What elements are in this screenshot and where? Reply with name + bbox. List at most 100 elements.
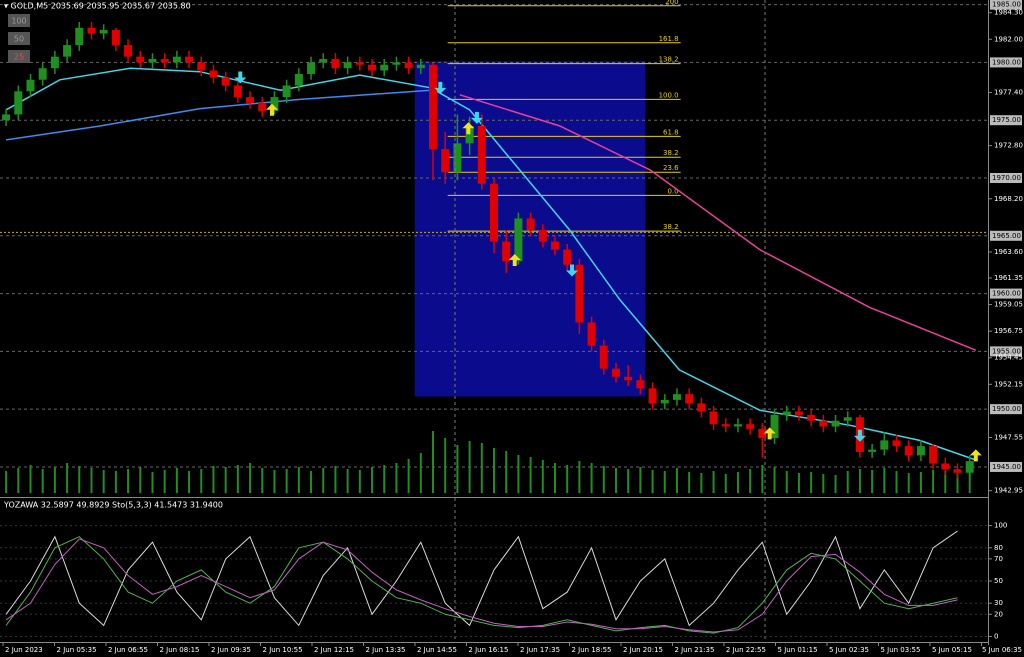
y-tick-label: 1984.30 bbox=[994, 9, 1023, 17]
volume-bar bbox=[90, 468, 93, 493]
volume-bar bbox=[66, 463, 69, 493]
volume-bar bbox=[968, 467, 971, 493]
price-panel: 200 161.8 138.2 100.0 61.8 38.2 23.6 0.0 38.2 bbox=[0, 0, 988, 493]
volume-bar bbox=[810, 472, 813, 493]
candle-body bbox=[477, 125, 486, 184]
volume-bar bbox=[127, 469, 130, 493]
x-tick-label: 2 Jun 10:55 bbox=[263, 646, 303, 654]
y-tick-label: 1956.75 bbox=[994, 327, 1023, 335]
candle-body bbox=[404, 62, 413, 69]
level-label: 1985.00 bbox=[992, 1, 1021, 9]
zoom-button[interactable] bbox=[8, 50, 30, 63]
candle-body bbox=[148, 58, 157, 63]
y-tick-label: 1972.80 bbox=[994, 142, 1023, 150]
candle-body bbox=[368, 64, 377, 71]
candle-body bbox=[319, 58, 328, 63]
fib-label: 100.0 bbox=[659, 91, 679, 99]
volume-bar bbox=[322, 468, 325, 493]
volume-bar bbox=[444, 438, 447, 493]
fib-label: 38.2 bbox=[663, 149, 679, 157]
x-tick-label: 2 Jun 12:15 bbox=[314, 646, 354, 654]
volume-bar bbox=[224, 467, 227, 493]
level-label: 1955.00 bbox=[992, 347, 1021, 355]
candle-body bbox=[563, 249, 572, 265]
candle-body bbox=[343, 62, 352, 69]
x-tick-label: 5 Jun 02:35 bbox=[829, 646, 869, 654]
volume-bar bbox=[188, 471, 191, 493]
volume-bar bbox=[919, 472, 922, 493]
volume-bar bbox=[578, 461, 581, 493]
candle-body bbox=[758, 428, 767, 439]
candle-body bbox=[831, 420, 840, 427]
zoom-button-label[interactable]: 100 bbox=[11, 17, 26, 26]
candle-body bbox=[2, 114, 11, 121]
x-tick-label: 2 Jun 06:55 bbox=[108, 646, 148, 654]
candle-body bbox=[868, 449, 877, 452]
signal-arrow bbox=[462, 122, 475, 135]
volume-bar bbox=[78, 466, 81, 493]
y-tick-label: 1968.20 bbox=[994, 195, 1023, 203]
level-label: 1975.00 bbox=[992, 116, 1021, 124]
candle-body bbox=[490, 183, 498, 242]
candle-body bbox=[502, 241, 511, 262]
volume-bar bbox=[285, 469, 288, 493]
volume-bar bbox=[663, 471, 666, 493]
fib-label: 138.2 bbox=[659, 56, 679, 64]
candle-body bbox=[172, 56, 181, 63]
y-tick-label: 1942.95 bbox=[994, 487, 1023, 495]
x-tick-label: 2 Jun 14:55 bbox=[417, 646, 457, 654]
volume-bar bbox=[736, 472, 739, 493]
candle-body bbox=[209, 70, 218, 78]
level-box bbox=[990, 0, 1022, 10]
zoom-button-label[interactable]: 25 bbox=[14, 53, 24, 62]
candle-body bbox=[26, 79, 35, 92]
level-box bbox=[990, 57, 1022, 68]
candle-body bbox=[636, 380, 645, 389]
y-tick-label: 80 bbox=[994, 544, 1003, 552]
volume-bar bbox=[456, 445, 459, 493]
volume-bar bbox=[907, 473, 910, 493]
candle-body bbox=[50, 56, 59, 69]
y-tick-label: 1947.55 bbox=[994, 433, 1023, 441]
volume-bar bbox=[785, 471, 788, 493]
volume-bar bbox=[651, 470, 654, 493]
signal-arrow bbox=[763, 427, 776, 440]
volume-bar bbox=[53, 467, 56, 493]
zoom-button[interactable] bbox=[8, 14, 30, 27]
candle-body bbox=[282, 85, 291, 98]
candle-body bbox=[672, 394, 681, 400]
level-label: 1970.00 bbox=[992, 174, 1021, 182]
candle-body bbox=[453, 143, 462, 173]
signal-arrow bbox=[969, 449, 982, 462]
fib-label: 0.0 bbox=[667, 187, 678, 195]
volume-bar bbox=[834, 475, 837, 493]
candle-body bbox=[575, 264, 584, 323]
candle-body bbox=[111, 30, 120, 46]
candle-body bbox=[904, 446, 913, 456]
candle-body bbox=[136, 56, 145, 63]
candle-body bbox=[770, 414, 779, 439]
candle-body bbox=[599, 345, 608, 369]
signal-arrow bbox=[853, 429, 866, 442]
candle-body bbox=[233, 85, 242, 98]
volume-bar bbox=[505, 451, 508, 493]
volume-bar bbox=[236, 465, 239, 493]
volume-bar bbox=[175, 468, 178, 493]
zoom-button[interactable] bbox=[8, 32, 30, 45]
candle-body bbox=[221, 77, 230, 86]
x-tick-label: 5 Jun 06:35 bbox=[982, 646, 1022, 654]
candle-body bbox=[587, 322, 596, 346]
volume-bar bbox=[614, 468, 617, 493]
volume-bar bbox=[468, 441, 471, 493]
candle-body bbox=[794, 411, 803, 415]
volume-bar bbox=[627, 469, 630, 493]
zoom-button-label[interactable]: 50 bbox=[14, 35, 24, 44]
candle-body bbox=[916, 446, 925, 456]
x-tick-label: 2 Jun 16:15 bbox=[468, 646, 508, 654]
volume-bar bbox=[590, 463, 593, 493]
candle-body bbox=[514, 218, 523, 262]
x-tick-label: 2 Jun 21:35 bbox=[674, 646, 714, 654]
level-box bbox=[990, 288, 1022, 299]
level-label: 1960.00 bbox=[992, 290, 1021, 298]
